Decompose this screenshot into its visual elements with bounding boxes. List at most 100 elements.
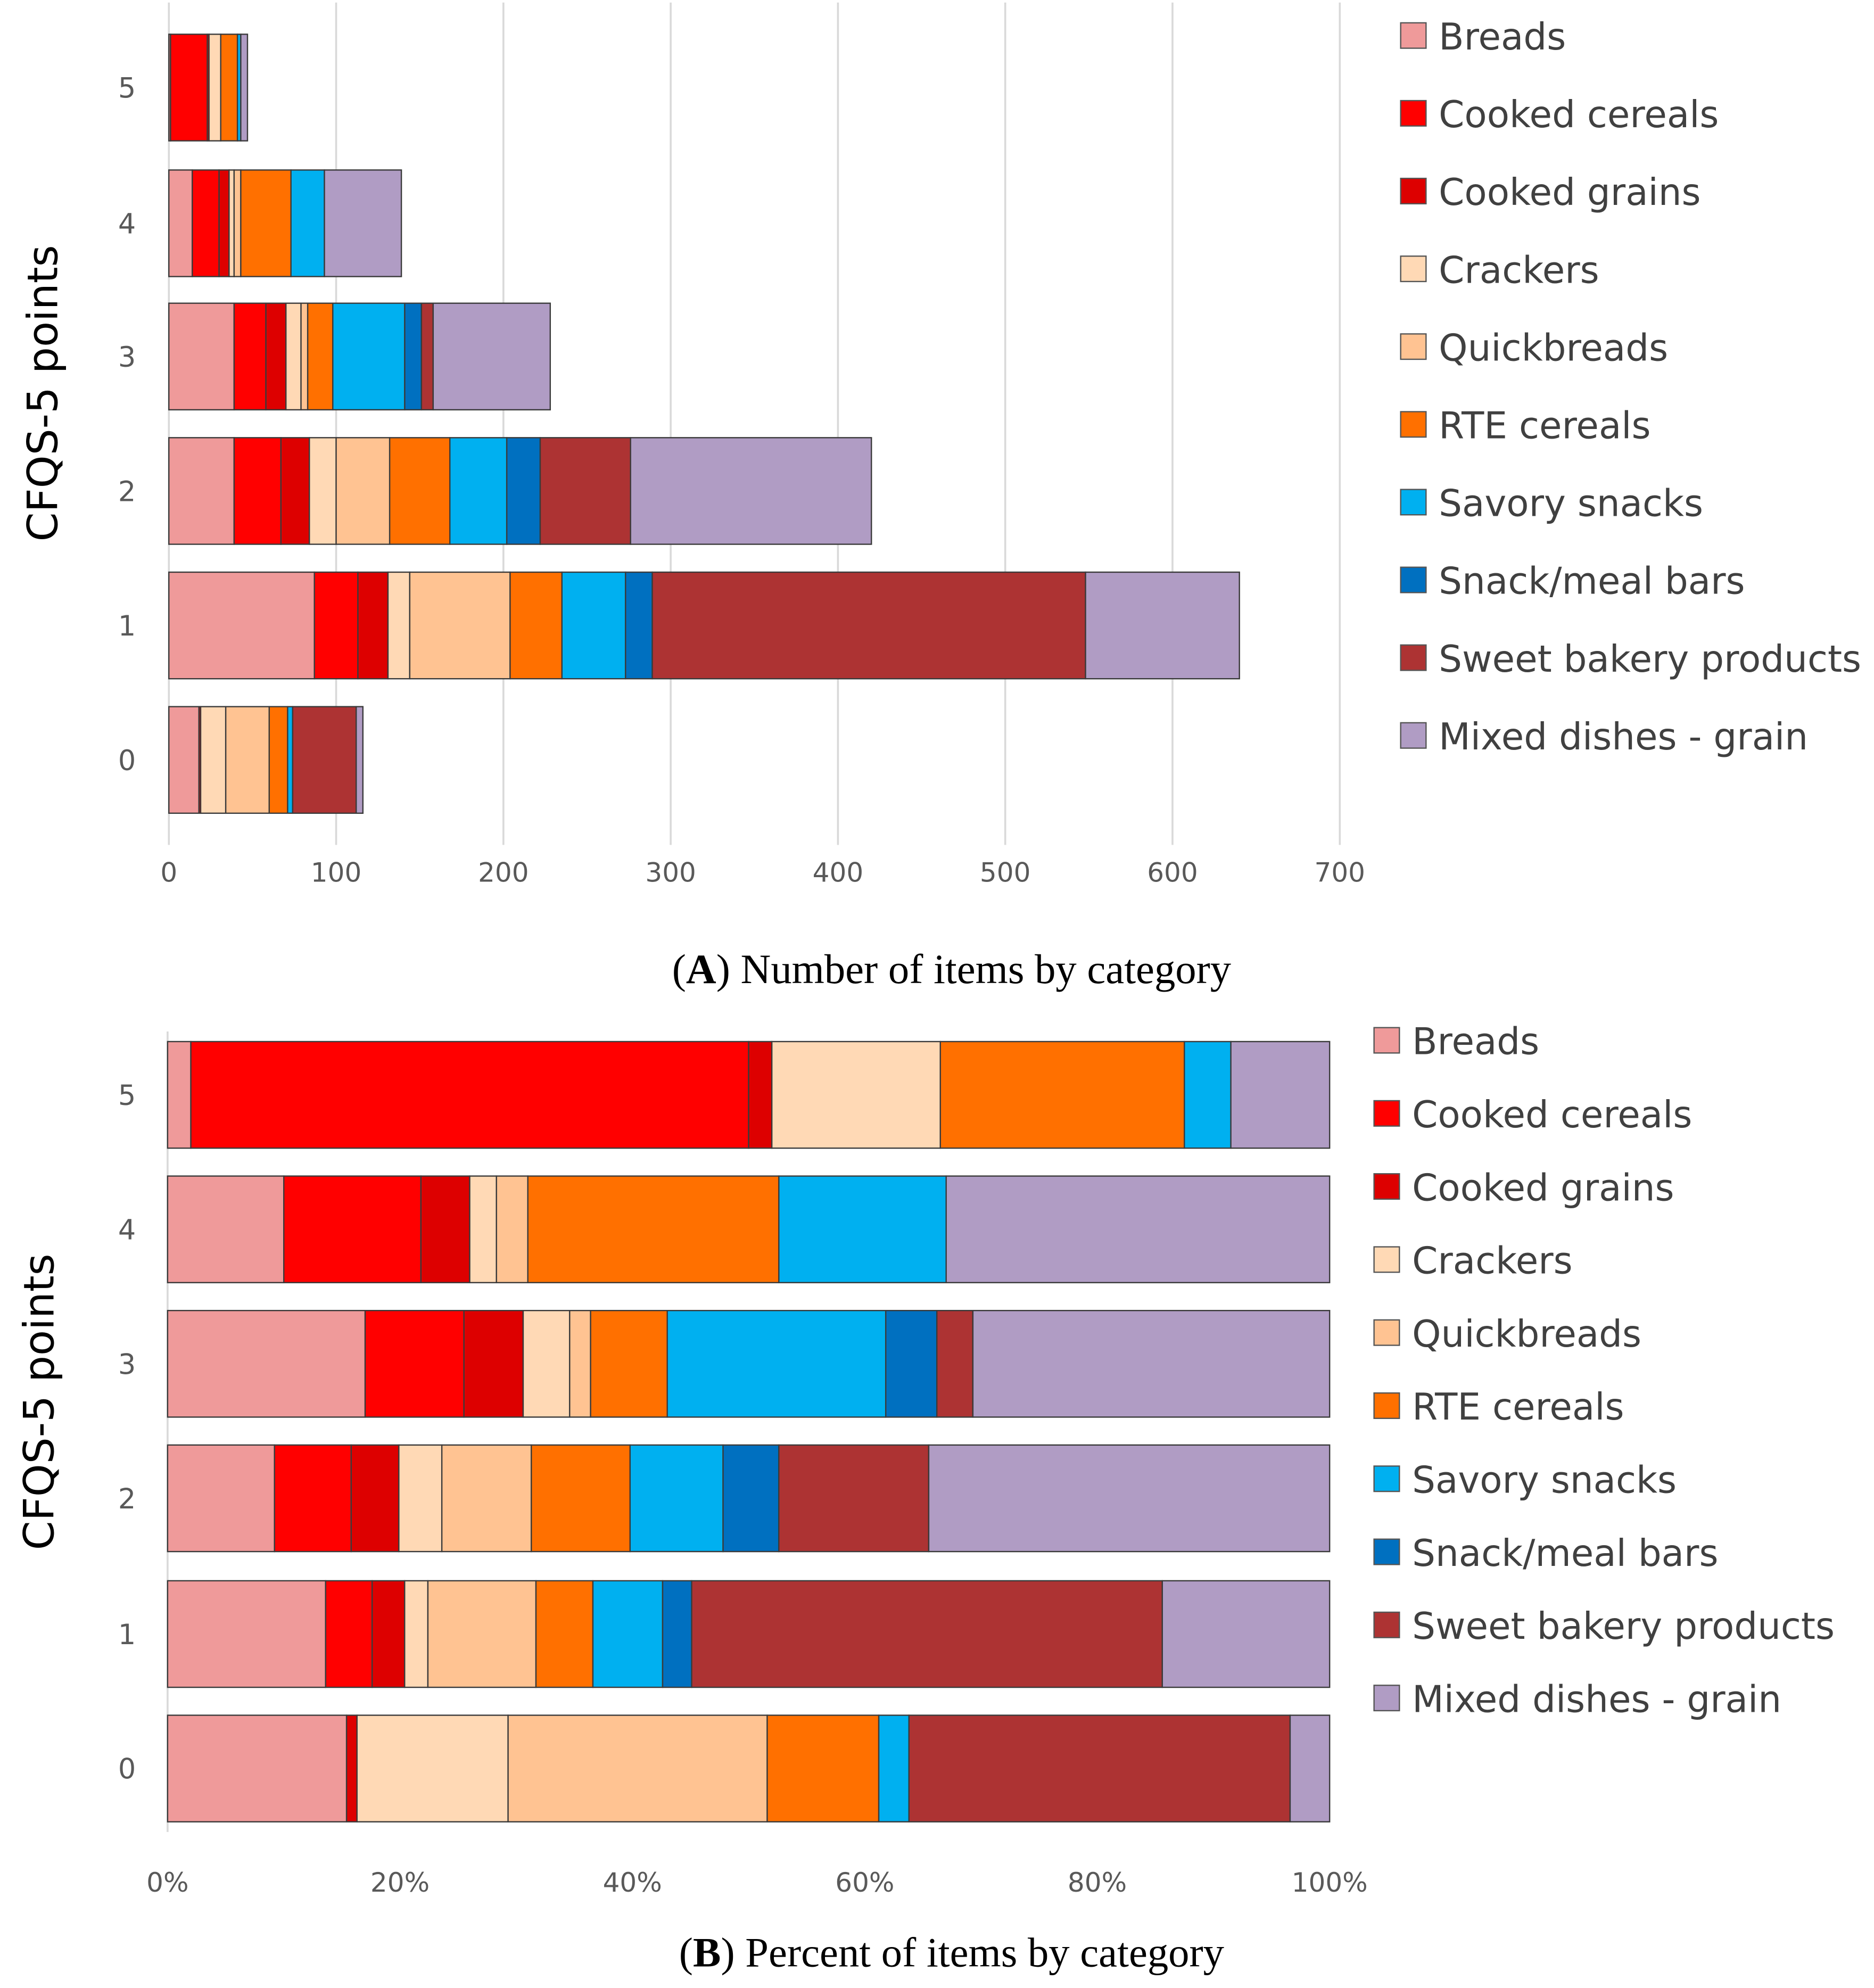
legend-item: Sweet bakery products xyxy=(1400,638,1861,681)
legend-swatch xyxy=(1373,1465,1400,1492)
legend-item: Breads xyxy=(1400,16,1566,59)
x-tick-label: 700 xyxy=(1315,857,1366,888)
bar-segment-snack-meal-bars xyxy=(506,437,541,545)
bar-segment-sweet-bakery-products xyxy=(778,1444,930,1553)
legend-label: Quickbreads xyxy=(1439,327,1668,369)
caption-text: ) Number of items by category xyxy=(716,946,1232,993)
bar-segment-sweet-bakery-products xyxy=(420,302,434,411)
bar-segment-mixed-dishes-grain xyxy=(630,437,872,545)
legend-label: Breads xyxy=(1439,16,1566,59)
legend-swatch xyxy=(1400,177,1427,204)
bar-segment-rte-cereals xyxy=(527,1175,780,1283)
legend-item: Mixed dishes - grain xyxy=(1400,716,1808,758)
legend-swatch xyxy=(1400,255,1427,283)
bar-segment-mixed-dishes-grain xyxy=(1230,1041,1331,1149)
bar-segment-savory-snacks xyxy=(878,1714,910,1822)
y-tick-label: 2 xyxy=(118,475,136,508)
bar-segment-mixed-dishes-grain xyxy=(1085,571,1240,680)
bar-segment-breads xyxy=(167,1714,348,1822)
bar-segment-sweet-bakery-products xyxy=(539,437,631,545)
bar-segment-cooked-grains xyxy=(218,169,230,277)
bar-segment-mixed-dishes-grain xyxy=(1289,1714,1331,1822)
legend-item: Cooked cereals xyxy=(1373,1094,1692,1136)
y-axis-title: CFQS-5 points xyxy=(19,245,68,541)
bar-segment-quickbreads xyxy=(409,571,511,680)
legend-label: RTE cereals xyxy=(1439,405,1650,448)
legend-label: Crackers xyxy=(1412,1240,1573,1283)
caption-letter: B xyxy=(693,1929,721,1976)
bar-segment-cooked-cereals xyxy=(170,34,208,142)
bar-segment-cooked-cereals xyxy=(274,1444,352,1553)
bar-segment-quickbreads xyxy=(225,706,270,814)
y-tick-label: 1 xyxy=(118,610,136,642)
bar-segment-mixed-dishes-grain xyxy=(324,169,402,277)
bar-segment-crackers xyxy=(469,1175,497,1283)
legend-swatch xyxy=(1373,1027,1400,1054)
bar-segment-breads xyxy=(167,1041,192,1149)
legend-label: Mixed dishes - grain xyxy=(1439,716,1808,758)
legend-item: Quickbreads xyxy=(1400,327,1668,369)
bar-segment-breads xyxy=(167,1444,275,1553)
bar-segment-savory-snacks xyxy=(1184,1041,1232,1149)
x-tick-label: 80% xyxy=(1068,1867,1127,1898)
bar-segment-cooked-grains xyxy=(265,302,287,411)
bar-segment-breads xyxy=(168,169,193,277)
bar-segment-crackers xyxy=(309,437,337,545)
bar-segment-crackers xyxy=(771,1041,941,1149)
bar-segment-mixed-dishes-grain xyxy=(356,706,364,814)
legend-swatch xyxy=(1373,1100,1400,1127)
x-tick-label: 400 xyxy=(813,857,864,888)
bar-segment-mixed-dishes-grain xyxy=(972,1310,1331,1418)
legend: Breads Cooked cereals Cooked grains Cracker… xyxy=(1373,1021,1835,1721)
x-tick-label: 100% xyxy=(1292,1867,1368,1898)
legend-swatch xyxy=(1400,489,1427,516)
bar-segment-rte-cereals xyxy=(268,706,288,814)
legend-swatch xyxy=(1373,1319,1400,1346)
bar-segment-cooked-grains xyxy=(350,1444,400,1553)
legend-swatch xyxy=(1400,333,1427,360)
bar-segment-crackers xyxy=(228,169,235,277)
legend-label: Snack/meal bars xyxy=(1412,1532,1718,1575)
bar-segment-crackers xyxy=(356,1714,509,1822)
y-tick-label: 5 xyxy=(118,72,136,105)
bar-segment-snack-meal-bars xyxy=(885,1310,938,1418)
bar-segment-crackers xyxy=(200,706,227,814)
bar-segment-breads xyxy=(168,302,235,411)
bar-segment-crackers xyxy=(285,302,302,411)
bar-segment-savory-snacks xyxy=(561,571,626,680)
legend-swatch xyxy=(1373,1685,1400,1712)
bar-segment-cooked-grains xyxy=(463,1310,524,1418)
bar-segment-quickbreads xyxy=(496,1175,529,1283)
bar-segment-mixed-dishes-grain xyxy=(240,34,249,142)
y-axis-title: CFQS-5 points xyxy=(14,1253,63,1550)
bar-segment-savory-snacks xyxy=(778,1175,947,1283)
bar-segment-savory-snacks xyxy=(332,302,406,411)
legend-item: Cooked grains xyxy=(1373,1167,1674,1209)
bar-segment-cooked-cereals xyxy=(325,1580,373,1688)
y-tick-label: 4 xyxy=(118,208,136,241)
bar-segment-breads xyxy=(167,1310,366,1418)
bar-segment-crackers xyxy=(522,1310,571,1418)
x-tick-label: 0% xyxy=(146,1867,188,1898)
bar-segment-savory-snacks xyxy=(287,706,294,814)
legend-swatch xyxy=(1373,1173,1400,1200)
legend-item: Cooked cereals xyxy=(1400,94,1719,136)
legend-label: Cooked cereals xyxy=(1412,1094,1692,1136)
bar-segment-rte-cereals xyxy=(307,302,334,411)
x-tick-label: 300 xyxy=(645,857,696,888)
y-tick-label: 0 xyxy=(118,1753,136,1786)
bar-segment-cooked-cereals xyxy=(192,169,220,277)
bar-segment-breads xyxy=(168,437,235,545)
legend-item: Crackers xyxy=(1373,1240,1573,1283)
caption-text: ) Percent of items by category xyxy=(721,1929,1224,1976)
legend-swatch xyxy=(1400,722,1427,749)
legend-swatch xyxy=(1400,22,1427,49)
bar-segment-rte-cereals xyxy=(509,571,563,680)
legend-item: Quickbreads xyxy=(1373,1313,1641,1356)
bar-segment-rte-cereals xyxy=(939,1041,1185,1149)
bar-segment-snack-meal-bars xyxy=(625,571,653,680)
bar-segment-cooked-grains xyxy=(748,1041,773,1149)
bar-segment-savory-snacks xyxy=(666,1310,887,1418)
bar-segment-rte-cereals xyxy=(220,34,238,142)
bar-segment-quickbreads xyxy=(441,1444,532,1553)
